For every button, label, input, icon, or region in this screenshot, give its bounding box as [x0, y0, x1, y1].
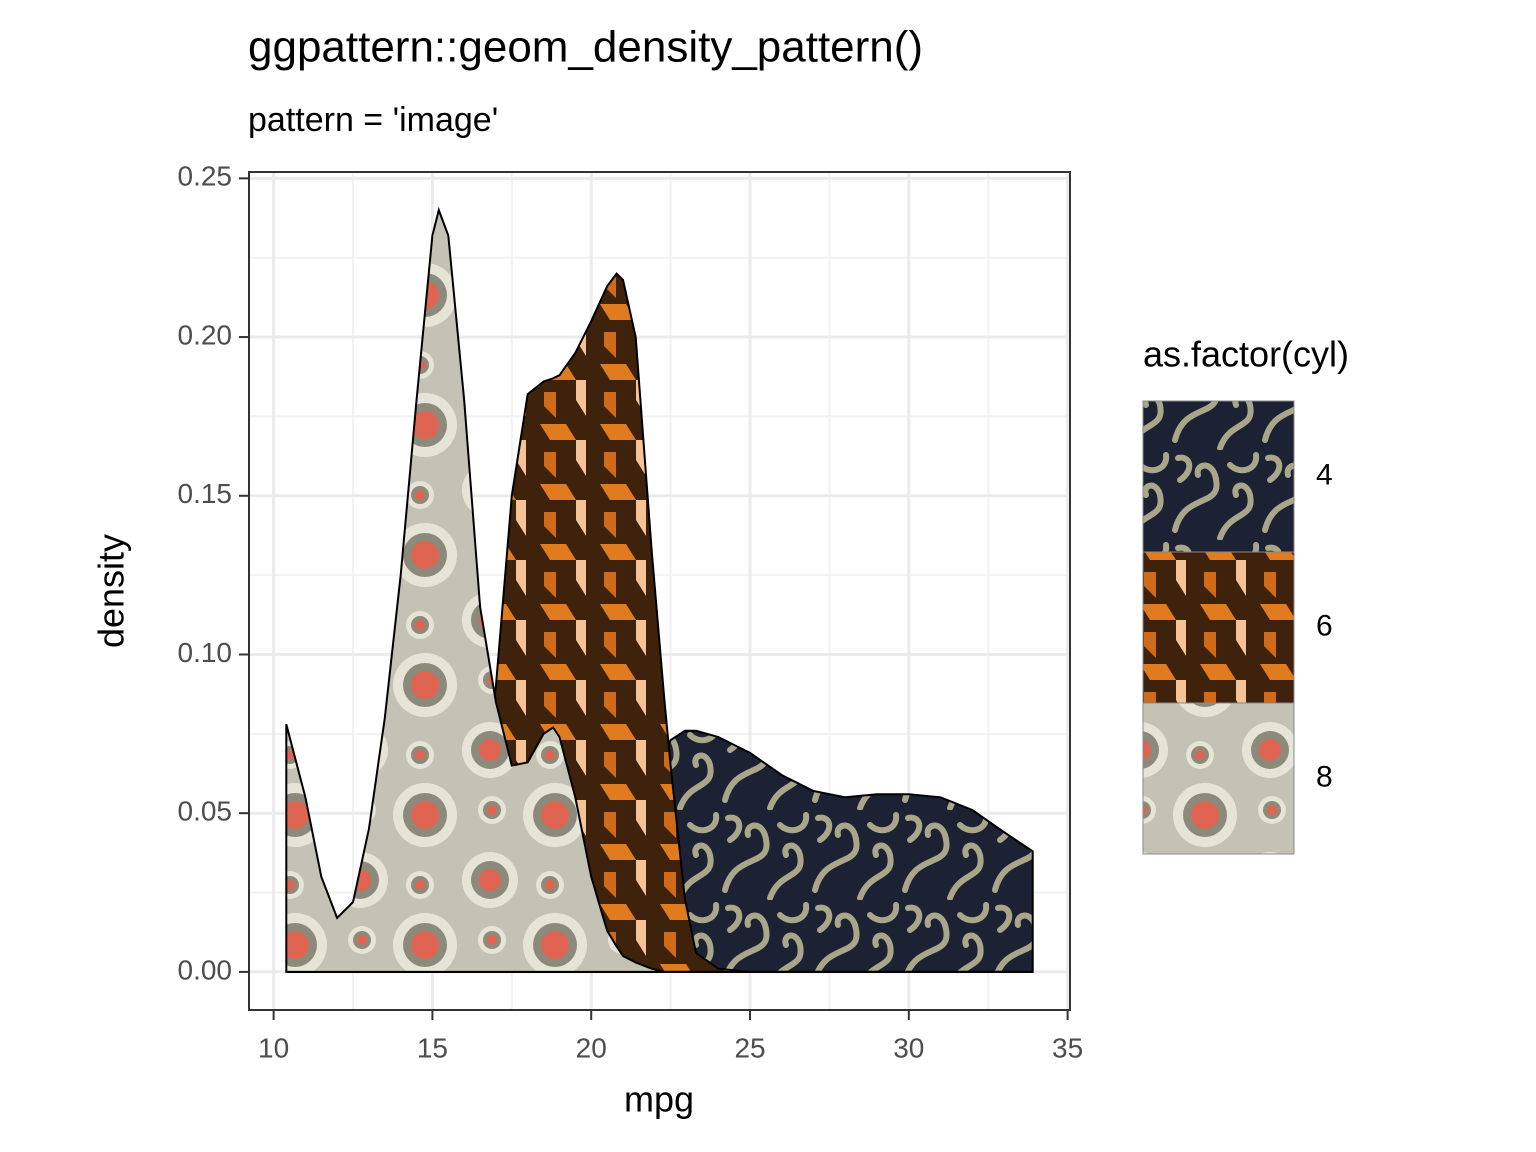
- x-tick-label: 20: [576, 1032, 607, 1063]
- y-tick-label: 0.20: [178, 319, 233, 350]
- legend-key: [1142, 551, 1295, 704]
- panel-border: [248, 171, 1071, 1011]
- x-axis-label: mpg: [624, 1079, 694, 1120]
- y-tick-label: 0.00: [178, 954, 233, 985]
- legend-key: [1142, 702, 1295, 855]
- x-tick-label: 15: [417, 1032, 448, 1063]
- x-tick-label: 25: [734, 1032, 765, 1063]
- legend-key: [1142, 400, 1295, 553]
- chart-subtitle: pattern = 'image': [248, 101, 498, 139]
- legend-label: 6: [1316, 609, 1333, 642]
- axes: 0.00 0.05 0.10 0.15 0.20 0.25 10 15 20 25 30 35: [178, 161, 1084, 1064]
- x-tick-label: 30: [893, 1032, 924, 1063]
- y-axis-label: density: [91, 534, 132, 648]
- legend: 4 6 8: [1142, 400, 1333, 855]
- density-area: [285, 206, 1033, 973]
- legend-label: 8: [1316, 760, 1333, 793]
- legend-label: 4: [1316, 458, 1333, 491]
- y-tick-label: 0.10: [178, 637, 233, 668]
- x-tick-label: 35: [1052, 1032, 1083, 1063]
- y-tick-label: 0.25: [178, 161, 233, 192]
- plot-area: [285, 206, 1034, 973]
- y-tick-label: 0.05: [178, 796, 233, 827]
- chart-title: ggpattern::geom_density_pattern(): [248, 23, 923, 72]
- y-tick-label: 0.15: [178, 478, 233, 509]
- x-tick-label: 10: [258, 1032, 289, 1063]
- legend-title: as.factor(cyl): [1143, 334, 1349, 375]
